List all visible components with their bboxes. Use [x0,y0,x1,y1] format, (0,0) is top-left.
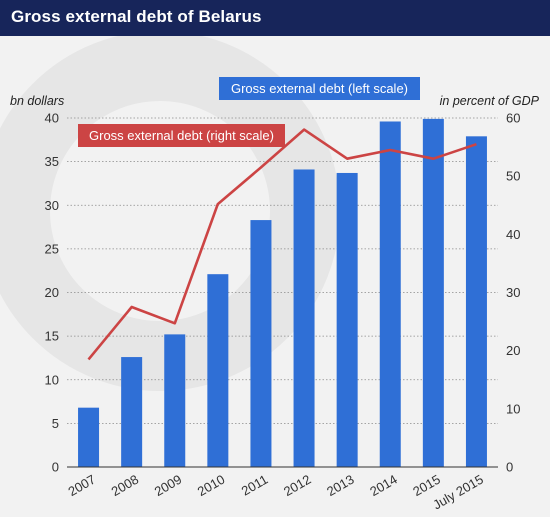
bar-series [78,118,487,468]
bar-2012 [293,169,315,468]
chart-title: Gross external debt of Belarus [11,7,262,26]
legend-labels: Gross external debt (left scale) Gross ex… [78,77,420,147]
legend-right-scale-box [78,124,285,147]
legend-right-scale: Gross external debt (right scale) [78,124,285,147]
y-right-tick-label: 60 [506,111,520,126]
bar-2015 [422,118,444,467]
x-tick-label: 2011 [239,472,271,499]
x-tick-label: 2013 [324,472,357,499]
chart-header: Gross external debt of Belarus [0,0,550,36]
y-right-tick-label: 10 [506,401,520,416]
bar-2007 [78,407,100,467]
x-tick-label: 2012 [281,472,314,499]
line-series [87,128,477,361]
y-right-tick-label: 0 [506,460,513,475]
y-right-tick-label: 40 [506,227,520,242]
y-right-axis-title: in percent of GDP [440,94,540,108]
y-left-tick-label: 20 [45,285,59,300]
y-left-tick-label: 30 [45,198,59,213]
x-tick-label: 2009 [152,472,185,499]
bar-2011 [250,220,272,467]
y-left-tick-label: 5 [52,416,59,431]
x-tick-label: 2010 [195,472,228,499]
x-tick-label: 2014 [367,472,400,499]
bar-july-2015 [465,136,487,467]
y-left-axis-title: bn dollars [10,94,64,108]
bar-2008 [121,357,143,467]
legend-right-scale-label: Gross external debt (right scale) [89,128,274,143]
y-right-tick-label: 50 [506,169,520,184]
legend-left-scale: Gross external debt (left scale) [219,77,420,100]
y-left-tick-label: 35 [45,154,59,169]
chart-svg: 0 5 10 15 20 25 30 35 40 0 10 20 30 40 50 60 2007 2008 200… [0,36,540,512]
y-left-tick-label: 10 [45,372,59,387]
y-left-tick-label: 0 [52,460,59,475]
bar-2010 [207,274,229,467]
legend-left-scale-label: Gross external debt (left scale) [231,81,408,96]
y-left-tick-label: 25 [45,241,59,256]
x-tick-label: 2007 [66,472,99,499]
y-left-tick-label: 15 [45,329,59,344]
legend-left-scale-box [219,77,420,100]
chart-area: 0 5 10 15 20 25 30 35 40 0 10 20 30 40 50 60 2007 2008 200… [0,36,550,517]
y-right-tick-label: 30 [506,285,520,300]
bar-2009 [164,334,186,467]
line-right-scale [87,128,477,361]
y-right-tick-label: 20 [506,343,520,358]
bar-2013 [336,172,358,467]
bar-2014 [379,121,401,468]
y-left-tick-label: 40 [45,111,59,126]
x-tick-label: 2008 [109,472,142,499]
